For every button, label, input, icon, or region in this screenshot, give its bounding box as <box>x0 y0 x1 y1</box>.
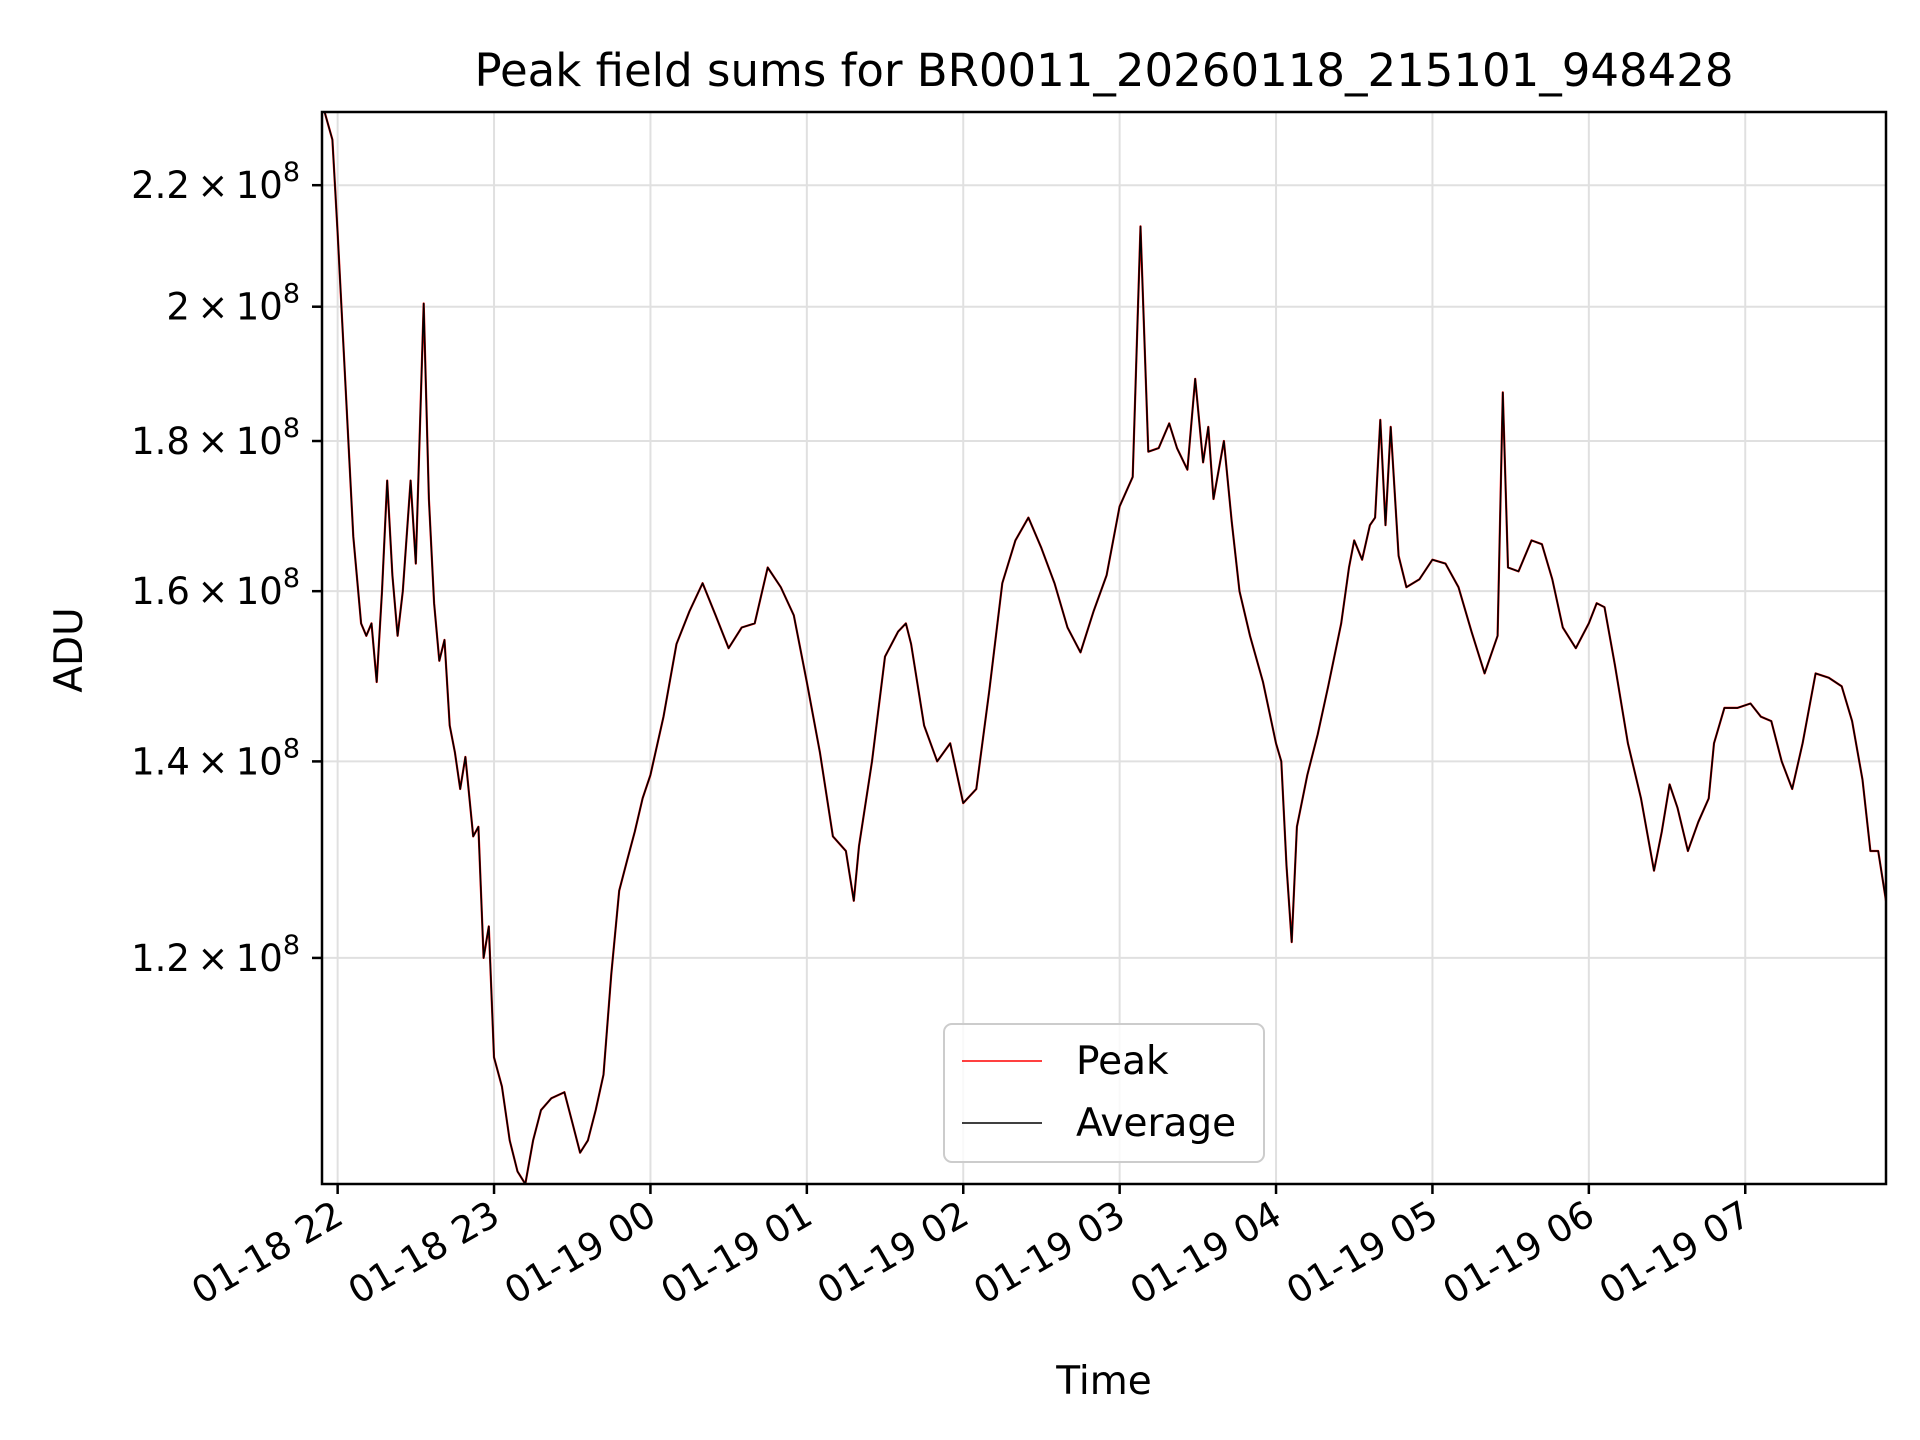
series-line-average <box>323 112 1886 1184</box>
y-tick-label: 1.4 × 108 <box>131 733 300 783</box>
y-tick-mantissa: 1.6 × 10 <box>131 570 283 613</box>
y-tick-exponent: 8 <box>283 733 300 764</box>
legend-peak-label: Peak <box>1076 1039 1169 1084</box>
y-tick-label: 1.2 × 108 <box>131 930 300 980</box>
grid-lines <box>322 112 1886 1184</box>
y-tick-label: 2.2 × 108 <box>131 157 300 207</box>
y-tick-exponent: 8 <box>283 157 300 188</box>
plot-frame <box>320 110 1888 1186</box>
y-tick-exponent: 8 <box>283 279 300 310</box>
y-tick-exponent: 8 <box>283 930 300 961</box>
y-tick-exponent: 8 <box>283 563 300 594</box>
chart-title: Peak field sums for BR0011_20260118_2151… <box>474 44 1733 97</box>
y-tick-label: 1.8 × 108 <box>131 413 300 463</box>
y-tick-label: 1.6 × 108 <box>131 563 300 613</box>
legend-box <box>943 1023 1265 1163</box>
y-tick-exponent: 8 <box>283 413 300 444</box>
series-lines <box>323 112 1886 1184</box>
y-tick-mantissa: 2 × 10 <box>166 286 282 329</box>
y-tick-mantissa: 2.2 × 10 <box>131 164 283 207</box>
y-tick-mantissa: 1.4 × 10 <box>131 740 283 783</box>
y-axis-label: ADU <box>47 607 92 692</box>
legend-average-label: Average <box>1076 1101 1236 1146</box>
y-tick-mantissa: 1.2 × 10 <box>131 937 283 980</box>
legend: Peak Average <box>943 1023 1265 1163</box>
y-tick-label: 2 × 108 <box>166 279 300 329</box>
y-tick-mantissa: 1.8 × 10 <box>131 420 283 463</box>
x-axis-label: Time <box>1055 1359 1151 1404</box>
